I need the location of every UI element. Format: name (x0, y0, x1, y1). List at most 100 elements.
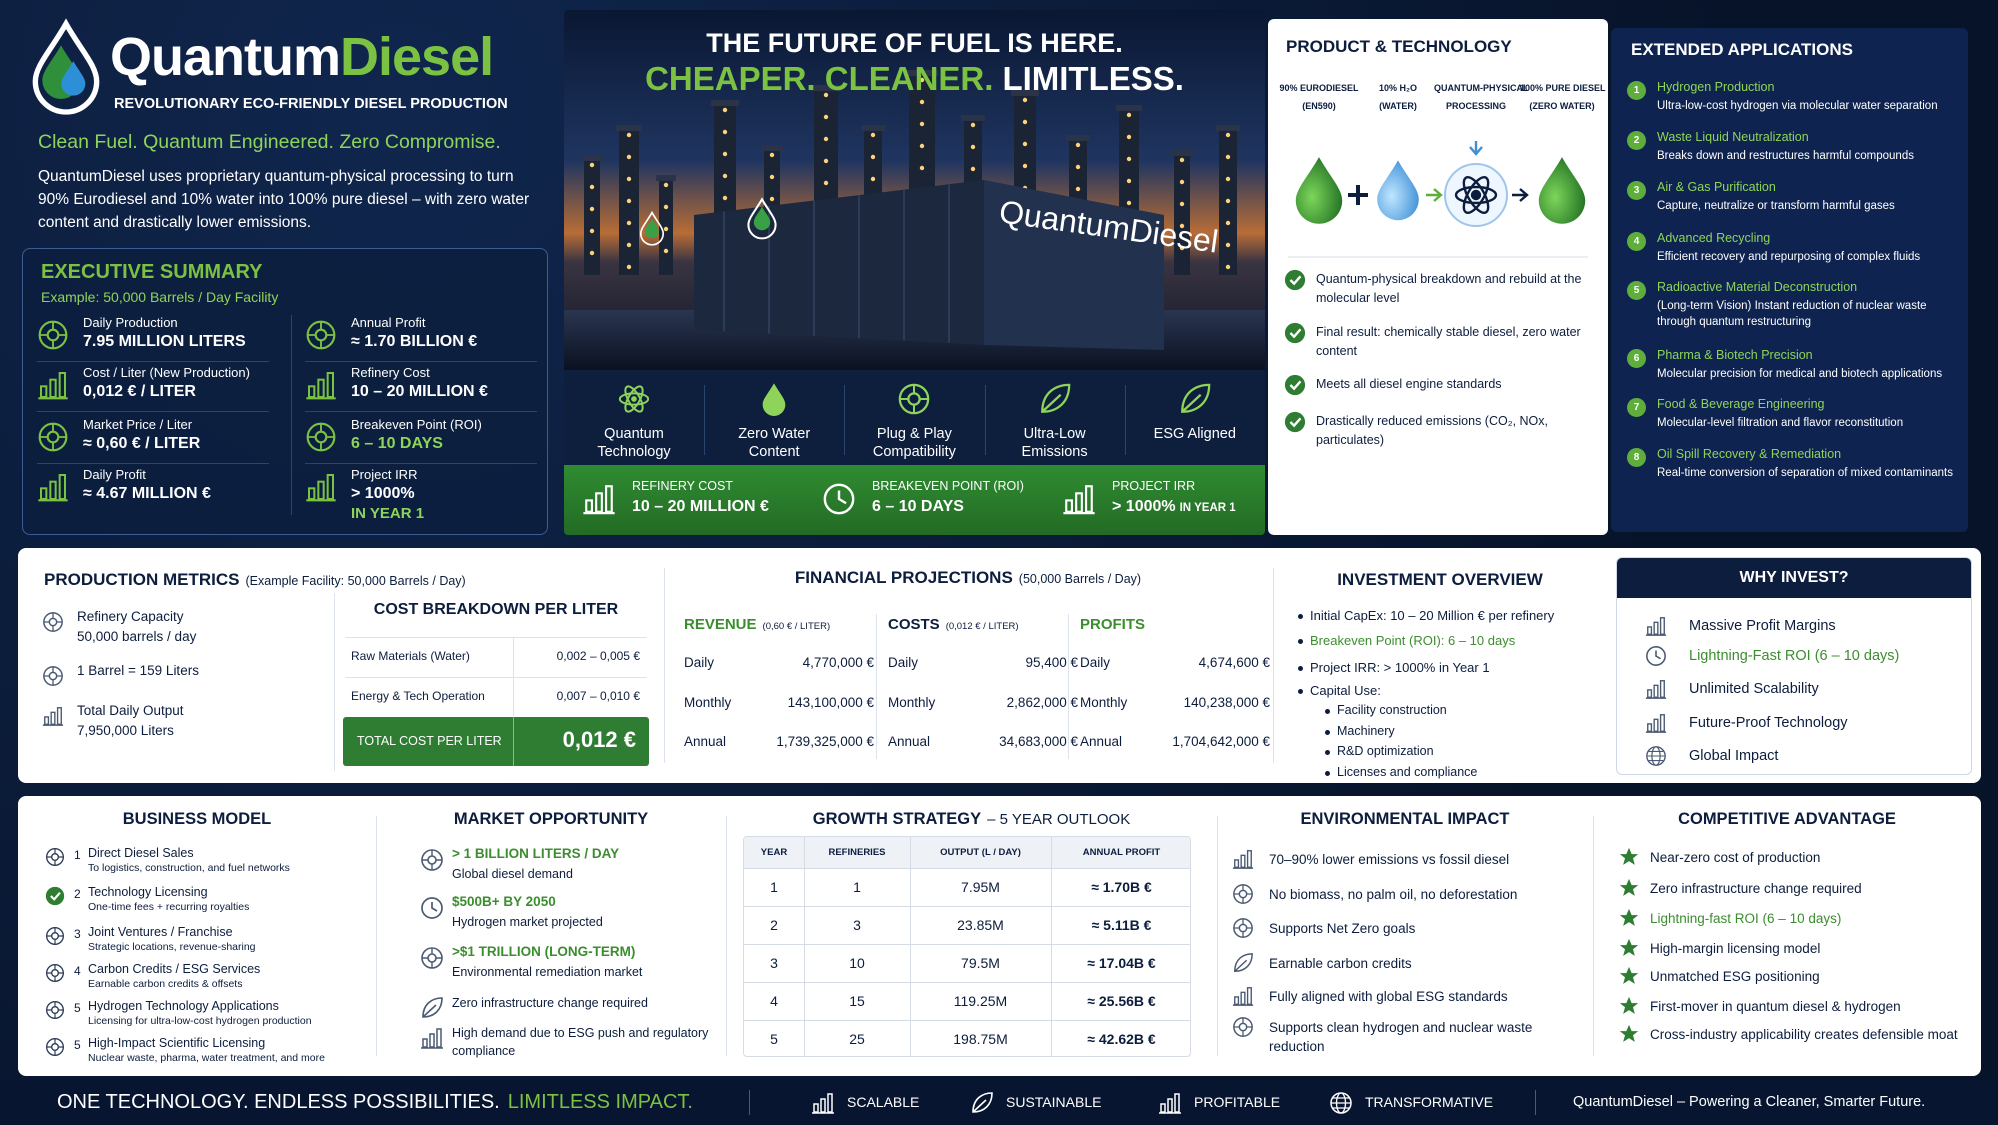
bullet (1298, 666, 1303, 671)
app-text: Breaks down and restructures harmful com… (1657, 150, 1914, 162)
decoration (40, 385, 48, 398)
decoration (1653, 621, 1659, 635)
title-sub: (Example Facility: 50,000 Barrels / Day) (245, 574, 466, 588)
light (919, 99, 925, 105)
light (1126, 200, 1132, 206)
decoration (1331, 1097, 1351, 1109)
light (970, 166, 976, 172)
decoration (429, 1033, 435, 1048)
decoration (1619, 847, 1639, 865)
table-cell: ≈ 25.56B € (1087, 993, 1156, 1009)
decoration (762, 383, 786, 416)
subheadline: CHEAPER. CLEANER. LIMITLESS. (564, 60, 1265, 98)
decoration (43, 666, 63, 686)
light (1225, 132, 1231, 138)
advantage-item: Cross-industry applicability creates def… (1650, 1027, 1958, 1042)
market-text: Environmental remediation market (452, 965, 643, 979)
decoration (314, 430, 328, 444)
decoration (1040, 383, 1070, 413)
light (1225, 264, 1231, 270)
item-value: > 1000% (351, 485, 415, 502)
light (626, 264, 632, 270)
footer: ONE TECHNOLOGY. ENDLESS POSSIBILITIES. LI… (0, 1080, 1998, 1125)
icon (1284, 411, 1306, 433)
stats-bar: REFINERY COST 10 – 20 MILLION € BREAKEVEN … (564, 465, 1265, 535)
item-label: Annual Profit (351, 315, 426, 330)
separator (704, 385, 706, 455)
light (823, 92, 829, 98)
decoration (1469, 141, 1483, 156)
decoration (46, 1001, 64, 1019)
row-value: 143,100,000 € (787, 695, 874, 710)
item-value: ≈ 0,60 € / LITER (83, 435, 201, 452)
decoration (307, 423, 335, 451)
decoration (1234, 859, 1240, 868)
hero: QuantumDiesel THE FUTURE OF FUEL IS HERE.… (564, 10, 1265, 535)
light (1126, 156, 1132, 162)
icon (1233, 918, 1253, 938)
light (589, 228, 595, 234)
table-cell: 10 (849, 955, 865, 971)
impact-item: Fully aligned with global ESG standards (1269, 989, 1508, 1004)
table-cell: 198.75M (953, 1031, 1008, 1047)
decoration (1377, 160, 1419, 221)
table-header-cell: YEAR (760, 847, 788, 858)
app-text: Ultra-low-cost hydrogen via molecular wa… (1657, 100, 1938, 112)
decoration (1240, 854, 1246, 868)
decoration (1454, 176, 1498, 214)
capital-use-item: Facility construction (1337, 703, 1447, 717)
decoration (1174, 1093, 1180, 1113)
light (722, 107, 728, 113)
icon (421, 947, 443, 969)
cost-label: Energy & Tech Operation (351, 689, 485, 703)
light (722, 195, 728, 201)
divider (1593, 816, 1594, 1056)
diagram-sub: (EN590) (1302, 101, 1336, 111)
title-text: PRODUCTION METRICS (44, 570, 240, 589)
model-title: Hydrogen Technology Applications (88, 999, 279, 1013)
decoration (308, 487, 316, 500)
decoration (436, 1028, 442, 1048)
cost-value: 0,002 – 0,005 € (556, 649, 640, 663)
decoration (50, 891, 61, 901)
item-label: Daily Production (83, 315, 178, 330)
cost-value: 0,007 – 0,010 € (556, 689, 640, 703)
column-note: (0,60 € / LITER) (762, 621, 831, 632)
decoration (907, 392, 922, 406)
overview-item: Project IRR: > 1000% in Year 1 (1310, 660, 1490, 675)
table-cell: 5 (770, 1031, 778, 1047)
motto-white: ONE TECHNOLOGY. ENDLESS POSSIBILITIES. (57, 1091, 500, 1113)
decoration (1426, 188, 1443, 202)
decoration (48, 671, 58, 681)
tower (906, 70, 938, 76)
app-text: Efficient recovery and repurposing of co… (1657, 251, 1921, 263)
decoration (1619, 966, 1639, 984)
icon (46, 848, 64, 866)
decoration (58, 372, 66, 398)
light (970, 122, 976, 128)
decoration (900, 384, 929, 414)
icon (1330, 1092, 1352, 1114)
section-title: ENVIRONMENTAL IMPACT (1300, 810, 1510, 828)
diagram-sub: PROCESSING (1445, 101, 1506, 111)
light (1225, 242, 1231, 248)
item-label: Breakeven Point (ROI) (351, 417, 482, 432)
separator (37, 411, 269, 412)
metric-value: 7,950,000 Liters (77, 723, 174, 738)
decoration (1646, 646, 1666, 666)
decoration (39, 423, 67, 451)
why-item: Future-Proof Technology (1689, 715, 1848, 731)
decoration (1234, 996, 1240, 1005)
model-number: 1 (74, 848, 81, 862)
light (1126, 112, 1132, 118)
decoration (1284, 411, 1306, 433)
light (1225, 176, 1231, 182)
stat-value-text: 10 – 20 MILLION € (632, 498, 769, 515)
overview-item: Initial CapEx: 10 – 20 Million € per ref… (1310, 608, 1555, 623)
tower (761, 145, 783, 151)
decoration (422, 997, 443, 1018)
decoration (747, 197, 777, 240)
decoration (1659, 714, 1665, 732)
col-line (910, 837, 911, 1056)
light (722, 173, 728, 179)
